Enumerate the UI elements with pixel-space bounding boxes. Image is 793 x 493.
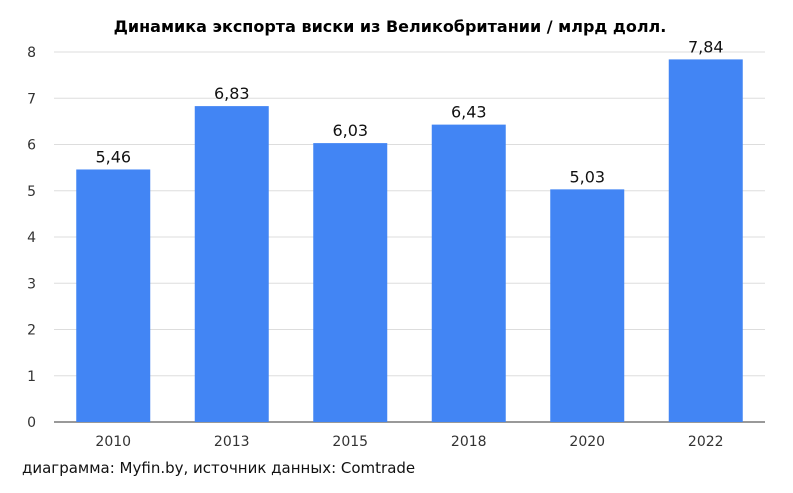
x-tick-label: 2013 [214, 434, 250, 450]
y-tick-label: 8 [27, 45, 36, 61]
bar-2015 [313, 143, 388, 423]
bar-2013 [194, 106, 269, 423]
x-tick-label: 2015 [332, 434, 368, 450]
data-label: 5,03 [569, 167, 605, 186]
x-tick-label: 2022 [688, 434, 724, 450]
y-tick-label: 1 [27, 369, 36, 385]
data-label: 6,83 [214, 84, 250, 103]
y-tick-label: 0 [27, 415, 36, 431]
bar-chart: Динамика экспорта виски из Великобритани… [27, 17, 765, 450]
bar-2010 [76, 169, 151, 422]
data-label: 5,46 [95, 147, 131, 166]
chart-title: Динамика экспорта виски из Великобритани… [114, 17, 667, 36]
bar-2020 [550, 189, 625, 422]
x-tick-label: 2020 [569, 434, 605, 450]
x-tick-label: 2018 [451, 434, 487, 450]
y-tick-label: 2 [27, 323, 36, 339]
chart-source-note: диаграмма: Myfin.by, источник данных: Co… [22, 459, 416, 477]
x-tick-label: 2010 [95, 434, 131, 450]
data-label: 7,84 [688, 37, 724, 56]
data-label: 6,43 [451, 103, 487, 122]
y-tick-label: 4 [27, 230, 36, 246]
bar-2022 [668, 59, 743, 423]
y-tick-label: 3 [27, 276, 36, 292]
data-label: 6,03 [332, 121, 368, 140]
y-tick-label: 6 [27, 138, 36, 154]
bar-2018 [431, 124, 506, 423]
y-tick-label: 7 [27, 91, 36, 107]
y-tick-label: 5 [27, 184, 36, 200]
